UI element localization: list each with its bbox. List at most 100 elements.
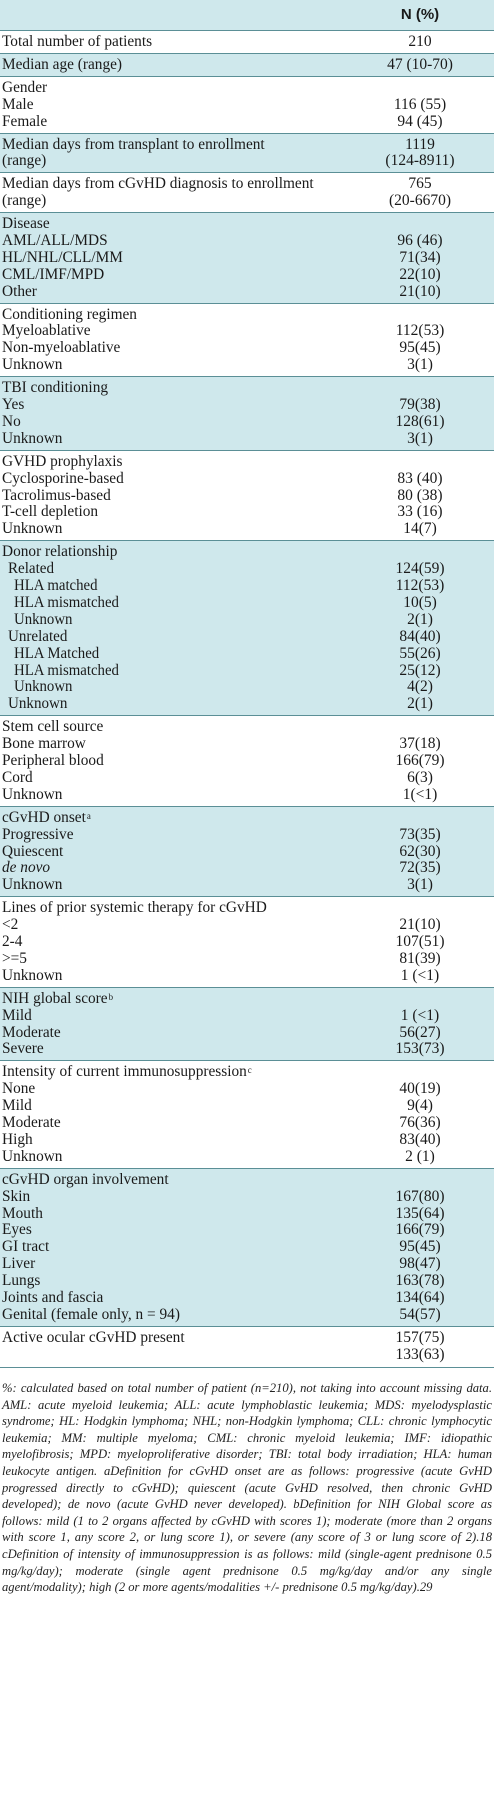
table-row: 133(63): [0, 1346, 494, 1364]
table-row: Peripheral blood 166(79): [0, 752, 494, 770]
group-divider: [0, 172, 494, 174]
row-label: Active ocular cGvHD present: [2, 1328, 185, 1346]
row-label: Tacrolimus-based: [2, 486, 111, 504]
table-row: 2-4 107(51): [0, 933, 494, 951]
row-label: No: [2, 412, 21, 430]
row-label: Mild: [2, 1006, 32, 1024]
table-row: Cyclosporine-based 83 (40): [0, 470, 494, 488]
row-value: 37(18): [399, 735, 441, 753]
row-label: Bone marrow: [2, 735, 86, 753]
row-label: Other: [2, 282, 37, 300]
row-label: cGvHD onseta: [2, 808, 91, 826]
table-row: Related 124(59): [0, 560, 494, 578]
table-row: >=5 81(39): [0, 950, 494, 968]
table-row: HL/NHL/CLL/MM 71(34): [0, 249, 494, 267]
row-value: 134(64): [395, 1289, 445, 1307]
row-value: 1119: [405, 135, 435, 153]
row-label: Median age (range): [2, 55, 123, 73]
table-row: (range) (20-6670): [0, 192, 494, 210]
table-row-group: Median days from transplant to enrollmen…: [0, 133, 494, 174]
table-row: Moderate 76(36): [0, 1114, 494, 1132]
table-row: Joints and fascia 134(64): [0, 1289, 494, 1307]
row-value: 210: [408, 33, 432, 50]
table-row: NIH global scoreb: [0, 990, 494, 1008]
footnote-marker: c: [247, 1065, 252, 1076]
table-row: Moderate 56(27): [0, 1024, 494, 1042]
table-row-group: TBI conditioning Yes 79(38) No 128(61) Unknow…: [0, 377, 494, 451]
table-row: No 128(61): [0, 413, 494, 431]
table-row-group: Conditioning regimen Myeloablative 112(53)…: [0, 304, 494, 378]
row-value: 9(4): [407, 1097, 433, 1115]
table-row: Intensity of current immunosuppressionc: [0, 1063, 494, 1081]
row-label: Unknown: [2, 785, 63, 803]
row-label: Unknown: [14, 678, 73, 696]
table-row-group: cGvHD onseta Progressive 73(35) Quiescent 62…: [0, 806, 494, 898]
row-value: 55(26): [399, 644, 441, 662]
row-label: Mouth: [2, 1204, 43, 1222]
row-label: HLA matched: [14, 577, 98, 595]
row-label: Severe: [2, 1040, 44, 1058]
group-divider: [0, 1325, 494, 1327]
row-label: Yes: [2, 396, 25, 414]
table-row: Unknown 4(2): [0, 678, 494, 696]
row-label: Moderate: [2, 1023, 61, 1041]
row-value: 112(53): [395, 577, 445, 595]
table-row: Unknown 3(1): [0, 430, 494, 448]
table-row: cGvHD onseta: [0, 809, 494, 827]
row-value: 163(78): [395, 1272, 445, 1290]
table-row: Unknown 14(7): [0, 520, 494, 538]
table-row: Eyes 166(79): [0, 1221, 494, 1239]
table-row: GI tract 95(45): [0, 1238, 494, 1256]
row-label: Moderate: [2, 1114, 61, 1132]
row-label: Peripheral blood: [2, 752, 104, 770]
table-row-group: Total number of patients 210: [0, 31, 494, 54]
group-divider: [0, 302, 494, 304]
row-value: 135(64): [395, 1204, 445, 1222]
table-row: Median age (range) 47 (10-70): [0, 56, 494, 74]
table-row: HLA mismatched 25(12): [0, 662, 494, 680]
row-label: Intensity of current immunosuppressionc: [2, 1063, 252, 1081]
row-value: 56(27): [399, 1023, 441, 1041]
footnote-marker: a: [86, 810, 91, 821]
row-value: 21(10): [399, 916, 441, 934]
row-value: 6(3): [407, 768, 433, 786]
row-value: 153(73): [395, 1040, 445, 1058]
row-value: 95(45): [399, 1238, 441, 1256]
table-row: Disease: [0, 215, 494, 233]
row-value: 22(10): [399, 265, 441, 283]
row-label: <2: [2, 916, 19, 934]
table-row: HLA mismatched 10(5): [0, 594, 494, 612]
table-row-group: NIH global scoreb Mild 1 (<1) Moderate 56(27…: [0, 987, 494, 1062]
table-row: <2 21(10): [0, 916, 494, 934]
row-value: 2(1): [407, 610, 433, 628]
row-label: T-cell depletion: [2, 503, 99, 521]
table-row: Gender: [0, 79, 494, 97]
table-row: High 83(40): [0, 1131, 494, 1149]
table-row: Unknown 3(1): [0, 876, 494, 894]
row-label: Cyclosporine-based: [2, 469, 124, 487]
row-value: 112(53): [395, 322, 445, 340]
table-row: Conditioning regimen: [0, 306, 494, 324]
row-value: 2(1): [407, 695, 433, 713]
table-row: Bone marrow 37(18): [0, 735, 494, 753]
table-row: Unknown 3(1): [0, 356, 494, 374]
row-value: 76(36): [399, 1114, 441, 1132]
row-label: TBI conditioning: [2, 379, 109, 397]
group-divider: [0, 30, 494, 31]
row-value: 21(10): [399, 282, 441, 300]
row-label: Joints and fascia: [2, 1289, 104, 1307]
row-value: 3(1): [407, 429, 433, 447]
row-value: 133(63): [395, 1345, 445, 1363]
group-divider: [0, 1167, 494, 1169]
row-label: Progressive: [2, 825, 74, 843]
row-value: 765: [408, 175, 432, 193]
row-label: Stem cell source: [2, 718, 104, 736]
table-row-group: GVHD prophylaxis Cyclosporine-based 83 (40…: [0, 451, 494, 542]
row-label: Unknown: [2, 966, 63, 984]
row-label: Conditioning regimen: [2, 305, 137, 323]
row-value: 71(34): [399, 248, 441, 266]
row-label: Genital (female only, n = 94): [2, 1305, 180, 1323]
row-value: 166(79): [395, 752, 445, 770]
table-row: Median days from cGvHD diagnosis to enro…: [0, 175, 494, 193]
row-label: Unknown: [8, 695, 68, 713]
